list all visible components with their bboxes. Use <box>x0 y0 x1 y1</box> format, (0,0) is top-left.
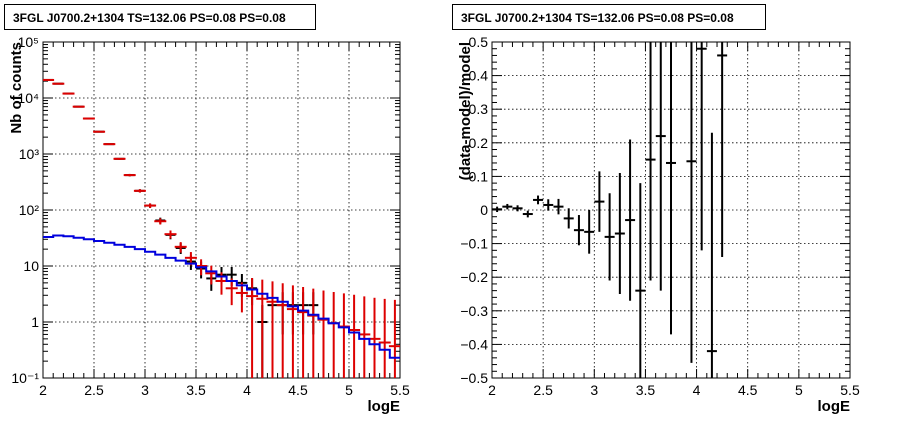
y-tick-label: −0.4 <box>460 336 488 352</box>
x-tick-label: 3 <box>590 382 598 398</box>
y-tick-label: 10⁵ <box>18 34 39 50</box>
y-tick-label: 0 <box>480 202 488 218</box>
x-tick-label: 2.5 <box>84 382 104 398</box>
y-tick-label: 0.3 <box>469 101 489 117</box>
y-tick-label: −0.5 <box>460 370 488 386</box>
y-tick-label: −0.3 <box>460 303 488 319</box>
x-tick-label: 2.5 <box>533 382 553 398</box>
y-tick-label: 10⁻¹ <box>11 370 39 386</box>
x-tick-label: 3.5 <box>186 382 206 398</box>
x-tick-label: 5 <box>345 382 353 398</box>
x-tick-label: 4 <box>243 382 251 398</box>
counts-panel: 2 2.5 3 3.5 4 4.5 5 5.5 10⁻¹ 1 10 10² 10³ 10⁴ 10⁵ logE N… <box>8 34 410 415</box>
y-tick-label: 0.4 <box>469 68 489 84</box>
y-tick-label: 0.5 <box>469 34 489 50</box>
left-chart-title: 3FGL J0700.2+1304 TS=132.06 PS=0.08 PS=0… <box>4 4 316 30</box>
residuals-panel: 2 2.5 3 3.5 4 4.5 5 5.5 −0.5 −0.4 −0.3 −0.2 −0.1 0 0.1… <box>457 34 860 415</box>
x-axis-label: logE <box>368 398 401 415</box>
x-axis-label: logE <box>818 398 851 415</box>
y-tick-label: 0.2 <box>469 135 489 151</box>
x-tick-label: 2 <box>39 382 47 398</box>
y-tick-label: 10² <box>19 202 40 218</box>
x-tick-label: 2 <box>488 382 496 398</box>
x-tick-label: 4 <box>693 382 701 398</box>
data-layer <box>43 78 400 378</box>
x-tick-label: 4.5 <box>288 382 308 398</box>
x-tick-label: 3.5 <box>636 382 656 398</box>
y-tick-label: 1 <box>31 314 39 330</box>
y-tick-label: 10⁴ <box>17 90 39 106</box>
data-layer <box>492 42 728 378</box>
y-tick-label: 10 <box>23 258 39 274</box>
x-tick-label: 4.5 <box>738 382 758 398</box>
y-tick-label: 0.1 <box>469 168 489 184</box>
y-tick-label: 10³ <box>19 146 40 162</box>
x-tick-label: 5 <box>795 382 803 398</box>
x-tick-label: 5.5 <box>840 382 860 398</box>
y-tick-label: −0.2 <box>460 269 488 285</box>
y-axis-label: (data-model)/model <box>457 42 474 180</box>
x-tick-label: 3 <box>141 382 149 398</box>
y-axis-label: Nb of counts <box>8 42 25 134</box>
right-chart-title: 3FGL J0700.2+1304 TS=132.06 PS=0.08 PS=0… <box>452 4 766 30</box>
y-tick-label: −0.1 <box>460 236 488 252</box>
background-histogram <box>43 234 400 359</box>
x-tick-label: 5.5 <box>390 382 410 398</box>
